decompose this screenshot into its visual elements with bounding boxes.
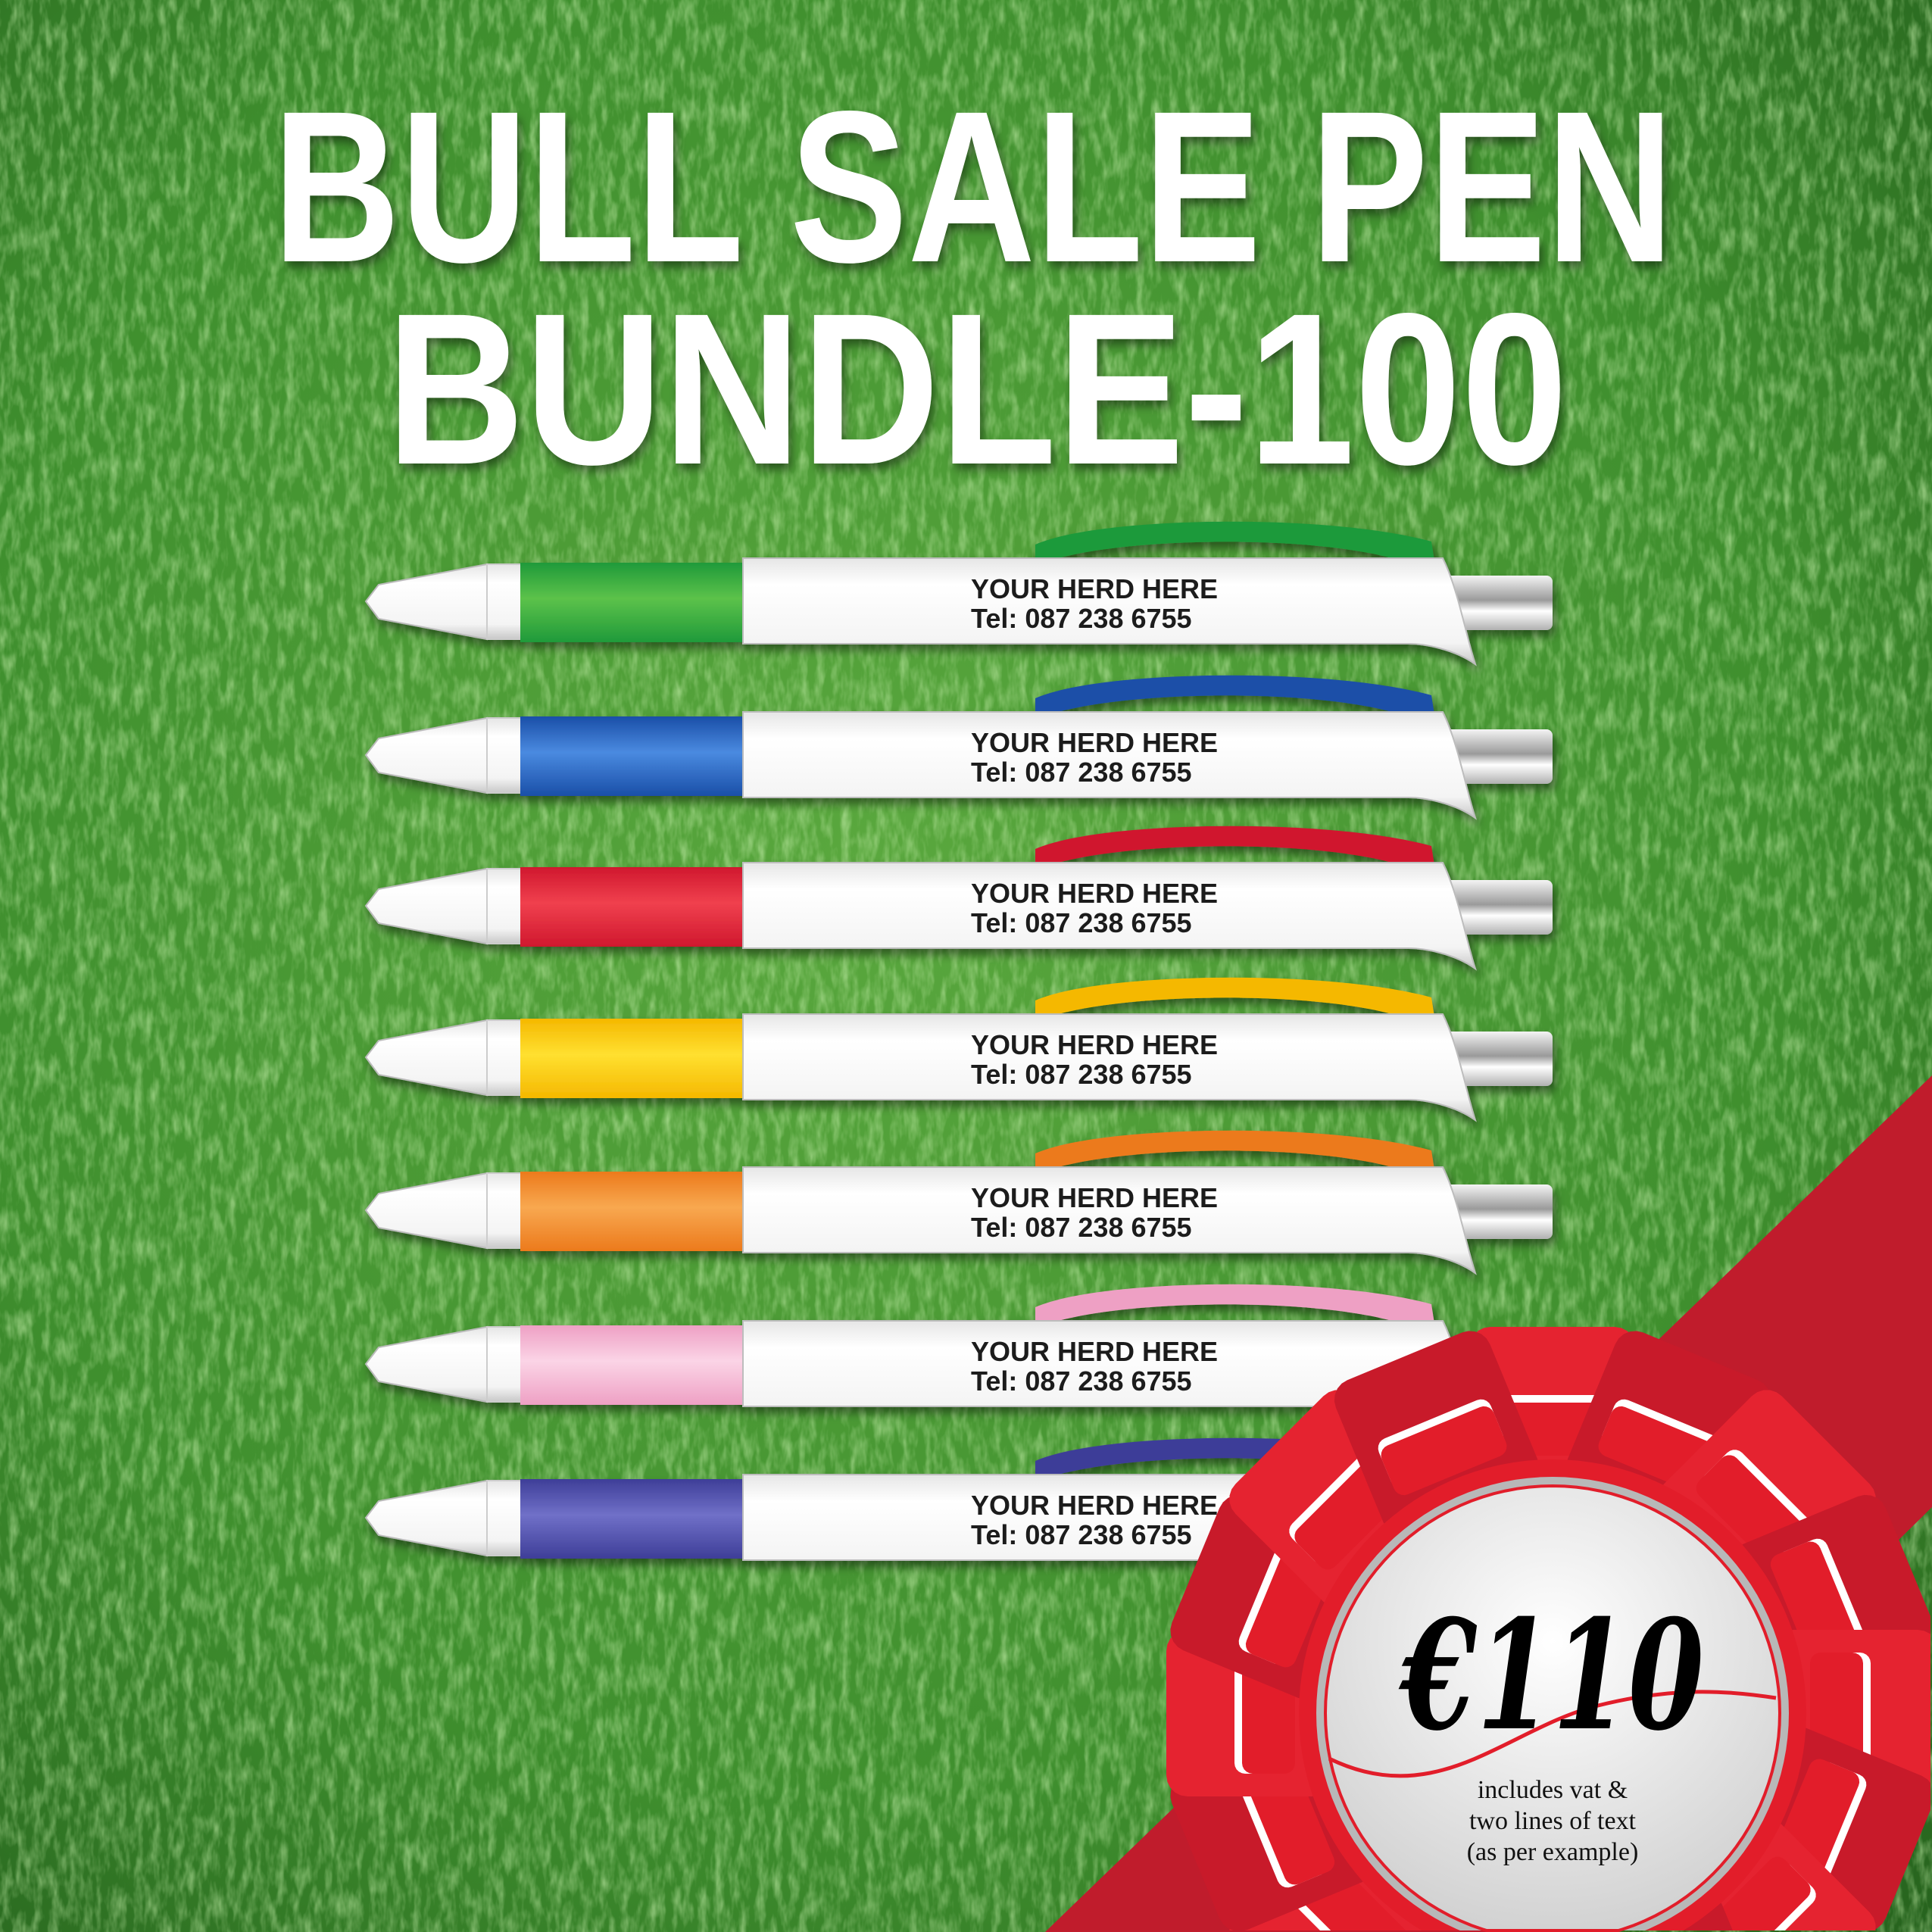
headline: BULL SALE PEN BUNDLE-100 bbox=[273, 67, 1674, 510]
pen-plunger bbox=[1443, 729, 1553, 784]
pen-imprint-line-2: Tel: 087 238 6755 bbox=[971, 1059, 1192, 1090]
pen-grip bbox=[520, 563, 744, 642]
pen-tip-collar bbox=[486, 1019, 523, 1096]
pen-clip bbox=[1035, 826, 1435, 870]
title-line-1: BULL SALE PEN bbox=[273, 67, 1674, 307]
price-note-line-3: (as per example) bbox=[1467, 1838, 1639, 1866]
pen-clip bbox=[1035, 977, 1435, 1022]
pen-plunger bbox=[1443, 1184, 1553, 1239]
pen-imprint-line-1: YOUR HERD HERE bbox=[971, 1029, 1218, 1060]
pen-clip bbox=[1035, 1284, 1435, 1328]
pen-plunger bbox=[1443, 1032, 1553, 1086]
pen-tip-collar bbox=[486, 868, 523, 944]
price-disc-content: €110 includes vat & two lines of text (a… bbox=[1328, 1587, 1777, 1866]
pen-tip-collar bbox=[486, 563, 523, 640]
pen-tip-collar bbox=[486, 1172, 523, 1249]
pen-barrel bbox=[742, 1166, 1477, 1275]
pen-imprint-line-1: YOUR HERD HERE bbox=[971, 1490, 1218, 1521]
pen-grip bbox=[520, 1325, 744, 1405]
title-line-2: BUNDLE-100 bbox=[386, 269, 1568, 510]
pen-barrel bbox=[742, 862, 1477, 971]
pen-plunger bbox=[1443, 880, 1553, 935]
pen-clip bbox=[1035, 1130, 1435, 1175]
pen-imprint-line-2: Tel: 087 238 6755 bbox=[971, 603, 1192, 634]
price-disc bbox=[1323, 1484, 1782, 1932]
pen-grip bbox=[520, 1172, 744, 1251]
price-rosette bbox=[1166, 1327, 1930, 1932]
pen-imprint-line-2: Tel: 087 238 6755 bbox=[971, 1212, 1192, 1243]
pen-imprint-line-1: YOUR HERD HERE bbox=[971, 727, 1218, 758]
pen-tip-collar bbox=[486, 1480, 523, 1556]
pen-clip bbox=[1035, 675, 1435, 719]
pen-imprint-line-2: Tel: 087 238 6755 bbox=[971, 1519, 1192, 1550]
price-note-line-2: two lines of text bbox=[1469, 1807, 1637, 1835]
pen-imprint-line-2: Tel: 087 238 6755 bbox=[971, 1366, 1192, 1397]
pen-barrel bbox=[742, 711, 1477, 820]
price-note-line-1: includes vat & bbox=[1478, 1776, 1628, 1804]
pen-clip bbox=[1035, 521, 1435, 566]
pen-grip bbox=[520, 1019, 744, 1098]
pen-barrel bbox=[742, 557, 1477, 666]
pen-grip bbox=[520, 867, 744, 947]
pen-imprint-line-1: YOUR HERD HERE bbox=[971, 1182, 1218, 1213]
pen-barrel bbox=[742, 1013, 1477, 1122]
pen-imprint-line-1: YOUR HERD HERE bbox=[971, 573, 1218, 604]
pen-imprint-line-1: YOUR HERD HERE bbox=[971, 1336, 1218, 1367]
pen-tip-collar bbox=[486, 717, 523, 794]
pen-imprint-line-2: Tel: 087 238 6755 bbox=[971, 907, 1192, 938]
pen-grip bbox=[520, 1479, 744, 1559]
pen-imprint-line-1: YOUR HERD HERE bbox=[971, 878, 1218, 909]
price-label: €110 bbox=[1398, 1587, 1704, 1765]
pen-grip bbox=[520, 716, 744, 796]
pen-tip-collar bbox=[486, 1326, 523, 1403]
pen-plunger bbox=[1443, 576, 1553, 630]
pen-imprint-line-2: Tel: 087 238 6755 bbox=[971, 757, 1192, 788]
disc-wave bbox=[1328, 1690, 1777, 1778]
